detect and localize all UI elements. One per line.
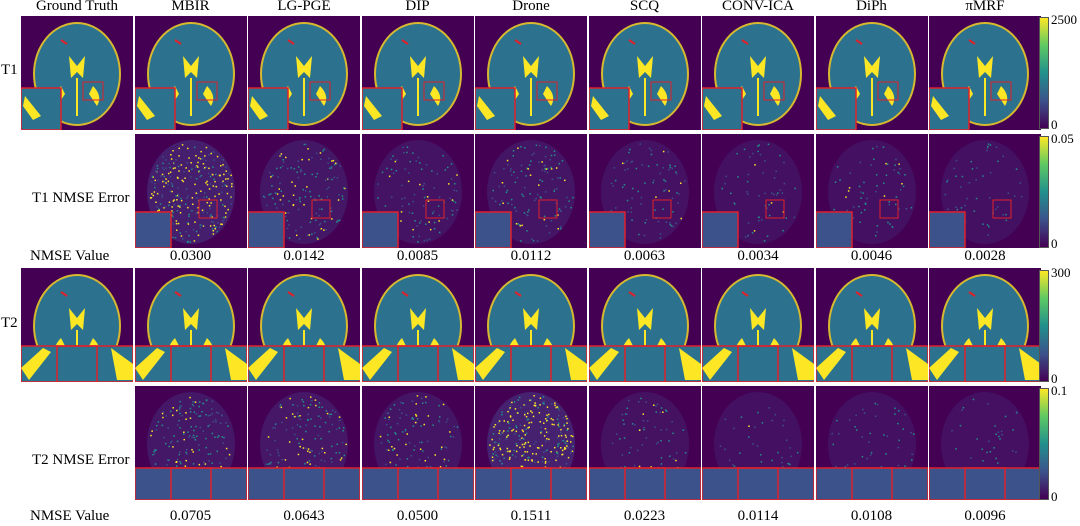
colorbar-t1-min: 0	[1051, 117, 1058, 132]
nmse-value: 0.0114	[737, 508, 779, 524]
t1-map-image	[702, 16, 814, 130]
colorbar-t1	[1039, 17, 1049, 129]
t2-map-image	[134, 268, 247, 382]
t1-error-map-image	[588, 134, 701, 248]
nmse-value: 0.0643	[283, 508, 325, 524]
t1-error-map-image	[929, 134, 1041, 248]
t2-error-map-image	[134, 386, 247, 500]
colorbar-t2-error-min: 0	[1051, 489, 1058, 504]
colorbar-t1-error-min: 0	[1051, 236, 1058, 251]
t2-error-map-image	[702, 386, 814, 500]
t1-error-map-image	[702, 134, 814, 248]
row-label-t1-error: T1 NMSE Error	[32, 190, 130, 206]
nmse-value: 0.0223	[623, 508, 666, 524]
column-header: MBIR	[171, 0, 210, 14]
colorbar-t2-max: 300	[1051, 265, 1071, 280]
colorbar-t2-error-max: 0.1	[1051, 383, 1068, 398]
nmse-value: 0.0142	[283, 248, 325, 264]
nmse-value: 0.0063	[623, 248, 666, 264]
column-header: SCQ	[629, 0, 660, 14]
t2-map-image	[248, 268, 360, 382]
nmse-value: 0.0034	[737, 248, 779, 264]
nmse-value: 0.0705	[169, 508, 212, 524]
column-header: Drone	[512, 0, 550, 14]
t2-error-map-image	[361, 386, 474, 500]
row-label-nmse-value-t1: NMSE Value	[30, 248, 110, 264]
column-header: πMRF	[965, 0, 1005, 14]
nmse-value: 0.0500	[396, 508, 439, 524]
t2-error-map-image	[248, 386, 360, 500]
nmse-value: 0.0112	[510, 248, 552, 264]
t2-map-image	[361, 268, 474, 382]
row-label-t2-error: T2 NMSE Error	[32, 452, 130, 468]
nmse-value: 0.0028	[964, 248, 1006, 264]
colorbar-t1-error	[1039, 136, 1049, 248]
colorbar-t2-min: 0	[1051, 371, 1058, 386]
t1-error-map-image	[361, 134, 474, 248]
t1-error-map-image	[815, 134, 928, 248]
nmse-value: 0.0108	[850, 508, 893, 524]
t1-map-image	[361, 16, 474, 130]
row-label-t1: T1	[1, 62, 18, 78]
nmse-value: 0.0085	[396, 248, 439, 264]
column-header: LG-PGE	[277, 0, 331, 14]
t1-error-map-image	[475, 134, 587, 248]
colorbar-t1-error-max: 0.05	[1051, 131, 1074, 146]
t1-map-image	[588, 16, 701, 130]
t2-error-map-image	[815, 386, 928, 500]
t2-map-image	[815, 268, 928, 382]
t2-map-image	[929, 268, 1041, 382]
colorbar-t2	[1039, 270, 1049, 382]
t1-map-image	[134, 16, 247, 130]
row-label-t2: T2	[1, 315, 18, 331]
colorbar-t1-max: 2500	[1051, 12, 1077, 27]
t2-map-image	[475, 268, 587, 382]
t1-map-image	[248, 16, 360, 130]
colorbar-t2-error	[1039, 388, 1049, 500]
t1-map-image	[815, 16, 928, 130]
t1-error-map-image	[248, 134, 360, 248]
nmse-value: 0.0300	[169, 248, 212, 264]
column-header: DIP	[405, 0, 430, 14]
t1-map-image	[475, 16, 587, 130]
t1-map-image	[929, 16, 1041, 130]
row-label-nmse-value-t2: NMSE Value	[30, 508, 110, 524]
t2-map-image	[702, 268, 814, 382]
nmse-value: 0.0046	[850, 248, 893, 264]
t2-map-image	[588, 268, 701, 382]
column-header: DiPh	[856, 0, 887, 14]
t1-error-map-image	[134, 134, 247, 248]
t1-map-image	[21, 16, 133, 130]
t2-map-image	[21, 268, 133, 382]
t2-error-map-image	[929, 386, 1041, 500]
nmse-value: 0.0096	[964, 508, 1006, 524]
t2-error-map-image	[475, 386, 587, 500]
nmse-value: 0.1511	[510, 508, 552, 524]
column-header: Ground Truth	[35, 0, 119, 14]
column-header: CONV-ICA	[722, 0, 794, 14]
t2-error-map-image	[588, 386, 701, 500]
